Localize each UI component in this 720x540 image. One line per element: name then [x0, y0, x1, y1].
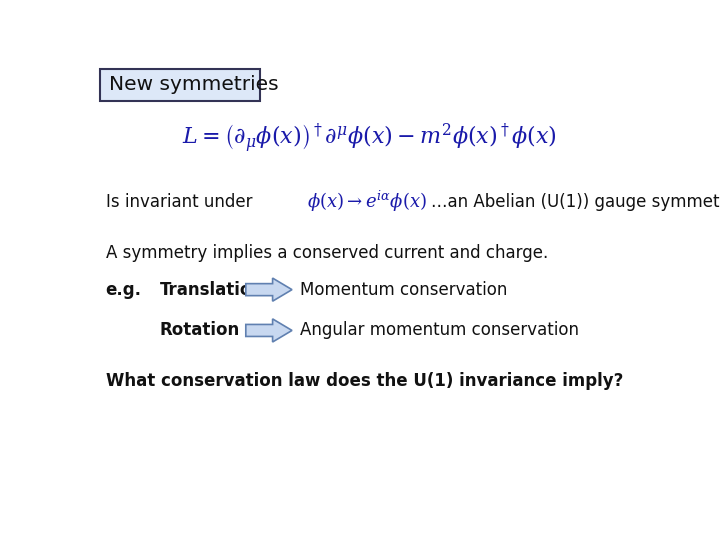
Text: Momentum conservation: Momentum conservation — [300, 281, 507, 299]
Text: $\phi(x) \rightarrow e^{i\alpha}\phi(x)$: $\phi(x) \rightarrow e^{i\alpha}\phi(x)$ — [307, 189, 428, 214]
Text: What conservation law does the U(1) invariance imply?: What conservation law does the U(1) inva… — [106, 372, 623, 389]
Polygon shape — [246, 278, 292, 301]
Text: New symmetries: New symmetries — [109, 75, 279, 94]
FancyBboxPatch shape — [99, 69, 261, 101]
Text: Is invariant under: Is invariant under — [106, 193, 252, 211]
Polygon shape — [246, 319, 292, 342]
Text: …an Abelian (U(1)) gauge symmetry: …an Abelian (U(1)) gauge symmetry — [431, 193, 720, 211]
Text: $\mathit{L} = \left(\partial_\mu\phi(x)\right)^\dagger \partial^\mu\phi(x) - m^2: $\mathit{L} = \left(\partial_\mu\phi(x)\… — [181, 122, 557, 154]
Text: Rotation: Rotation — [160, 321, 240, 340]
Text: A symmetry implies a conserved current and charge.: A symmetry implies a conserved current a… — [106, 245, 548, 262]
Text: Angular momentum conservation: Angular momentum conservation — [300, 321, 579, 340]
Text: Translation: Translation — [160, 281, 264, 299]
Text: e.g.: e.g. — [106, 281, 142, 299]
